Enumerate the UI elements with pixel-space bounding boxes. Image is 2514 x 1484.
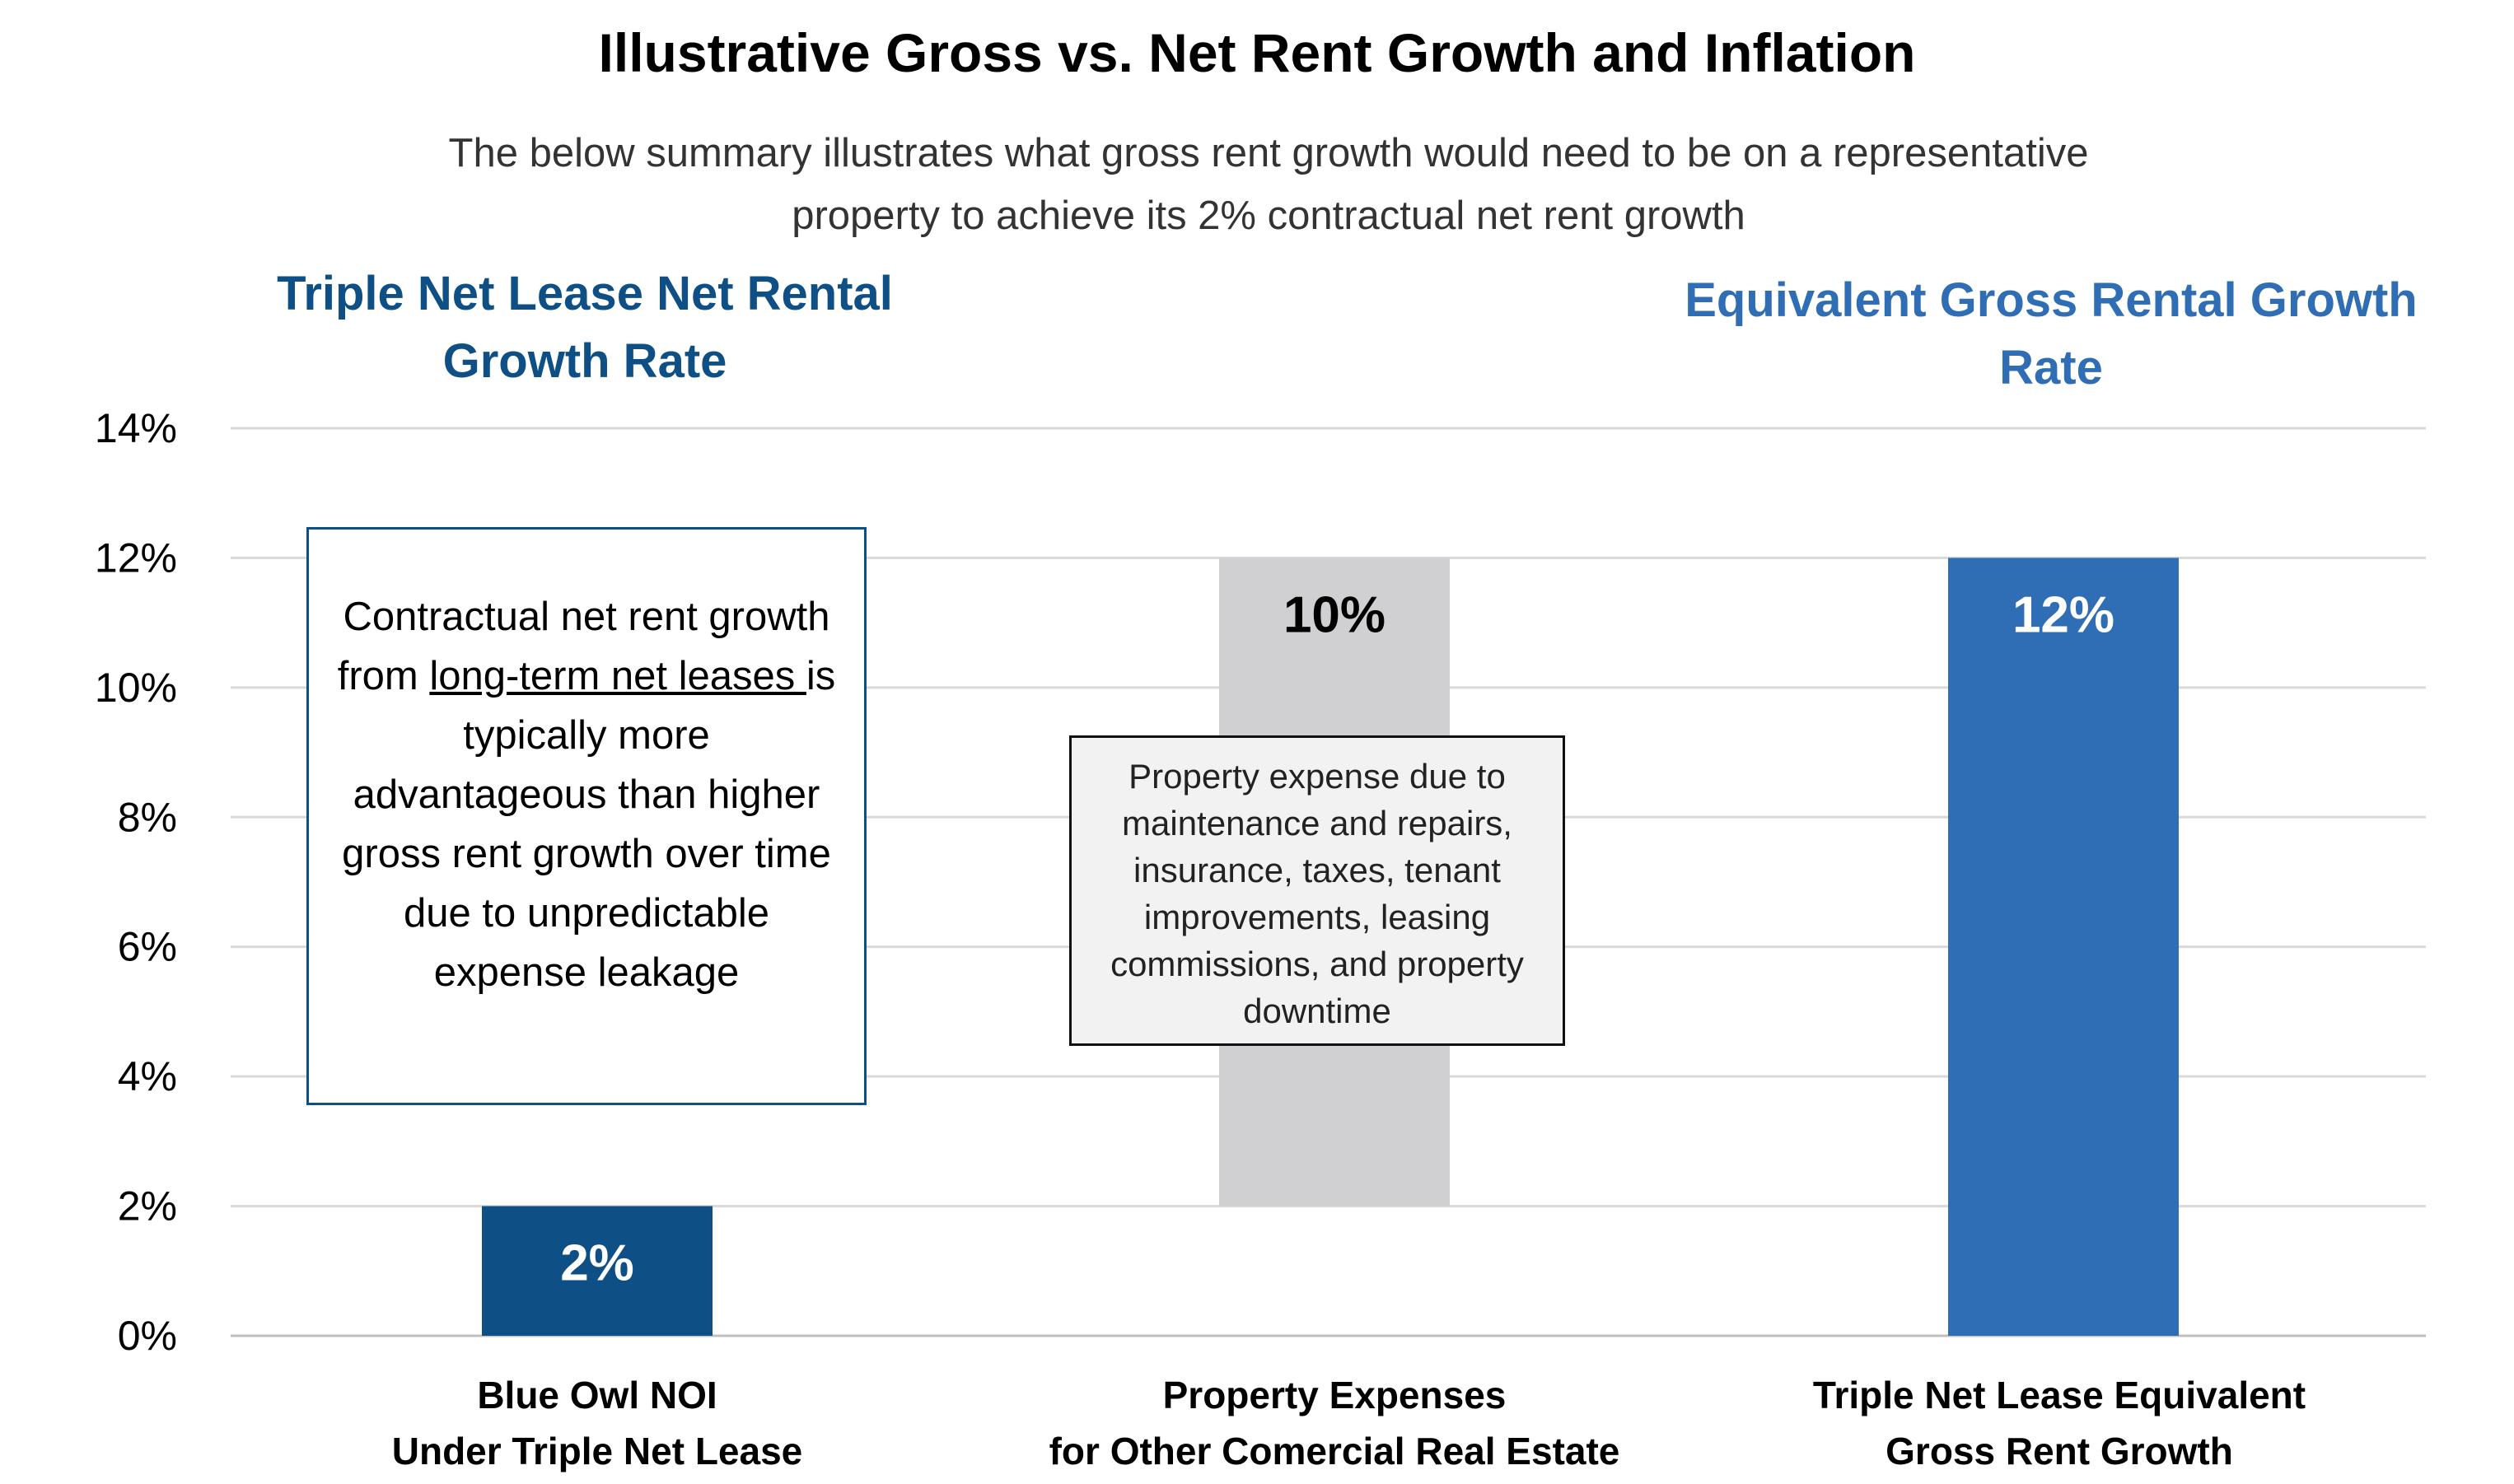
y-tick-label: 10% [95,665,177,711]
note-net-lease-advantage: Contractual net rent growth from long-te… [306,527,867,1105]
bar-value-label: 10% [1283,586,1386,643]
bar [482,1206,713,1336]
x-tick-label-line: Triple Net Lease Equivalent [1812,1374,2306,1416]
bar-value-label: 12% [2012,586,2114,643]
x-label-gross-rent-growth: Triple Net Lease Equivalent Gross Rent Gr… [1746,1367,2372,1479]
y-tick-label: 4% [118,1053,177,1099]
x-tick-label-line: for Other Comercial Real Estate [1049,1430,1620,1472]
x-tick-label-line: Blue Owl NOI [477,1374,717,1416]
note-text-end: is typically more advantageous than high… [342,654,836,995]
note-underlined-text: long-term net leases [429,654,806,698]
chart-subtitle: The below summary illustrates what gross… [448,131,2089,238]
header-gross-rental-growth: Equivalent Gross Rental Growth Rate [1685,273,2418,394]
bar [1948,558,2179,1336]
y-tick-label: 0% [118,1313,177,1359]
y-tick-label: 2% [118,1183,177,1230]
note-text-start: Contractual net rent growth from [337,595,830,698]
bar-value-label: 2% [560,1235,634,1292]
chart-title: Illustrative Gross vs. Net Rent Growth a… [598,22,1916,83]
y-tick-label: 8% [118,794,177,840]
y-tick-label: 12% [95,534,177,581]
x-tick-label-line: Property Expenses [1162,1374,1507,1416]
y-tick-label: 6% [118,924,177,970]
x-tick-label-line: Under Triple Net Lease [391,1430,803,1472]
x-tick-label-line: Gross Rent Growth [1886,1430,2233,1472]
note-property-expense: Property expense due to maintenance and … [1069,735,1565,1046]
x-label-blue-owl-noi: Blue Owl NOI Under Triple Net Lease [354,1367,840,1479]
y-tick-label: 14% [95,405,177,451]
header-net-rental-growth: Triple Net Lease Net Rental Growth Rate [277,267,893,388]
x-label-property-expenses: Property Expenses for Other Comercial Rea… [988,1367,1680,1479]
